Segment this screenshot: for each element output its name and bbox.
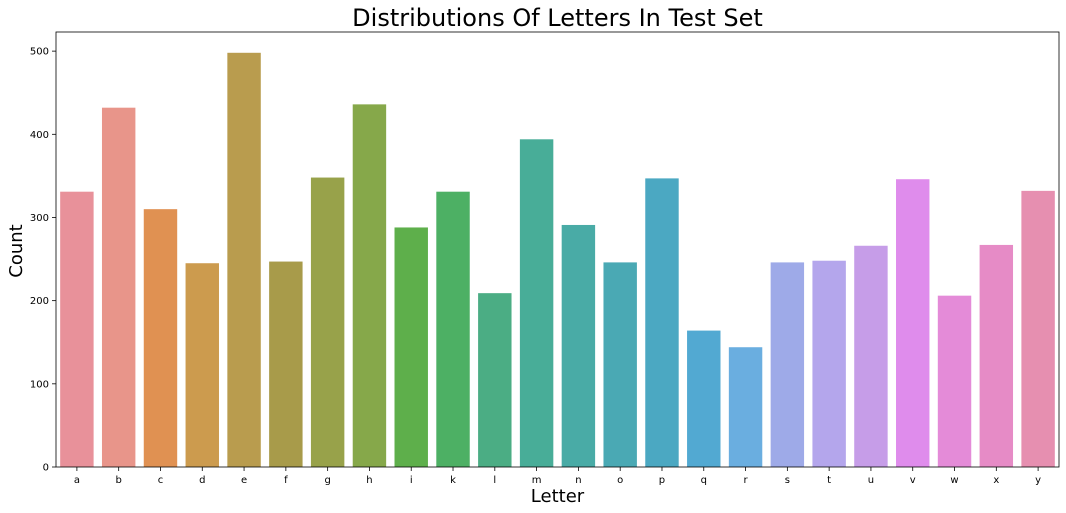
- bar-s: [770, 262, 805, 467]
- bar-group: [60, 52, 1055, 468]
- x-tick-label: s: [785, 475, 790, 486]
- x-tick-label: t: [827, 475, 831, 486]
- x-tick-label: a: [74, 475, 80, 486]
- bar-o: [603, 262, 637, 467]
- bar-u: [854, 245, 888, 467]
- bar-y: [1021, 190, 1055, 467]
- bar-f: [269, 261, 303, 467]
- bar-b: [101, 107, 136, 467]
- x-tick-label: v: [910, 475, 916, 486]
- x-tick-label: g: [324, 475, 330, 486]
- bar-w: [937, 295, 972, 467]
- x-tick-label: m: [532, 475, 542, 486]
- x-tick-label: x: [993, 475, 999, 486]
- x-tick-label: f: [284, 475, 288, 486]
- x-tick-label: r: [744, 475, 749, 486]
- bar-c: [143, 209, 178, 467]
- y-tick-label: 0: [43, 463, 49, 474]
- x-tick-label: o: [617, 475, 623, 486]
- bar-t: [812, 260, 846, 467]
- x-tick-label: w: [950, 475, 958, 486]
- y-tick-label: 400: [30, 130, 49, 141]
- x-tick-label: e: [241, 475, 247, 486]
- bar-p: [645, 178, 679, 467]
- bar-e: [227, 52, 261, 468]
- bar-v: [896, 179, 930, 468]
- y-tick-label: 300: [30, 213, 49, 224]
- bar-k: [436, 191, 470, 467]
- y-axis-label: Count: [6, 224, 27, 277]
- bar-n: [561, 224, 596, 467]
- x-tick-label: n: [575, 475, 581, 486]
- bar-x: [979, 244, 1014, 467]
- bar-i: [394, 227, 428, 467]
- y-axis-ticks: 0 100 200 300 400 500: [30, 47, 56, 474]
- x-tick-label: d: [199, 475, 205, 486]
- x-tick-label: k: [450, 475, 456, 486]
- bar-g: [310, 177, 345, 467]
- plot-frame: [55, 31, 1060, 468]
- bar-q: [687, 330, 721, 467]
- bar-m: [519, 139, 554, 468]
- bar-d: [185, 263, 219, 467]
- y-tick-label: 500: [30, 47, 49, 58]
- y-tick-label: 100: [30, 379, 49, 390]
- bar-a: [60, 191, 94, 467]
- x-tick-label: h: [366, 475, 372, 486]
- x-tick-label: u: [868, 475, 874, 486]
- bar-h: [352, 104, 387, 467]
- chart-title: Distributions Of Letters In Test Set: [352, 4, 763, 32]
- x-tick-label: b: [116, 475, 122, 486]
- x-tick-label: l: [493, 475, 496, 486]
- bar-r: [728, 347, 763, 467]
- y-tick-label: 200: [30, 296, 49, 307]
- x-tick-label: i: [410, 475, 413, 486]
- x-axis-label: Letter: [531, 486, 585, 507]
- bar-l: [478, 293, 512, 467]
- x-tick-label: c: [158, 475, 164, 486]
- x-tick-label: p: [659, 475, 665, 486]
- x-tick-label: q: [701, 475, 707, 486]
- x-tick-label: y: [1035, 475, 1041, 486]
